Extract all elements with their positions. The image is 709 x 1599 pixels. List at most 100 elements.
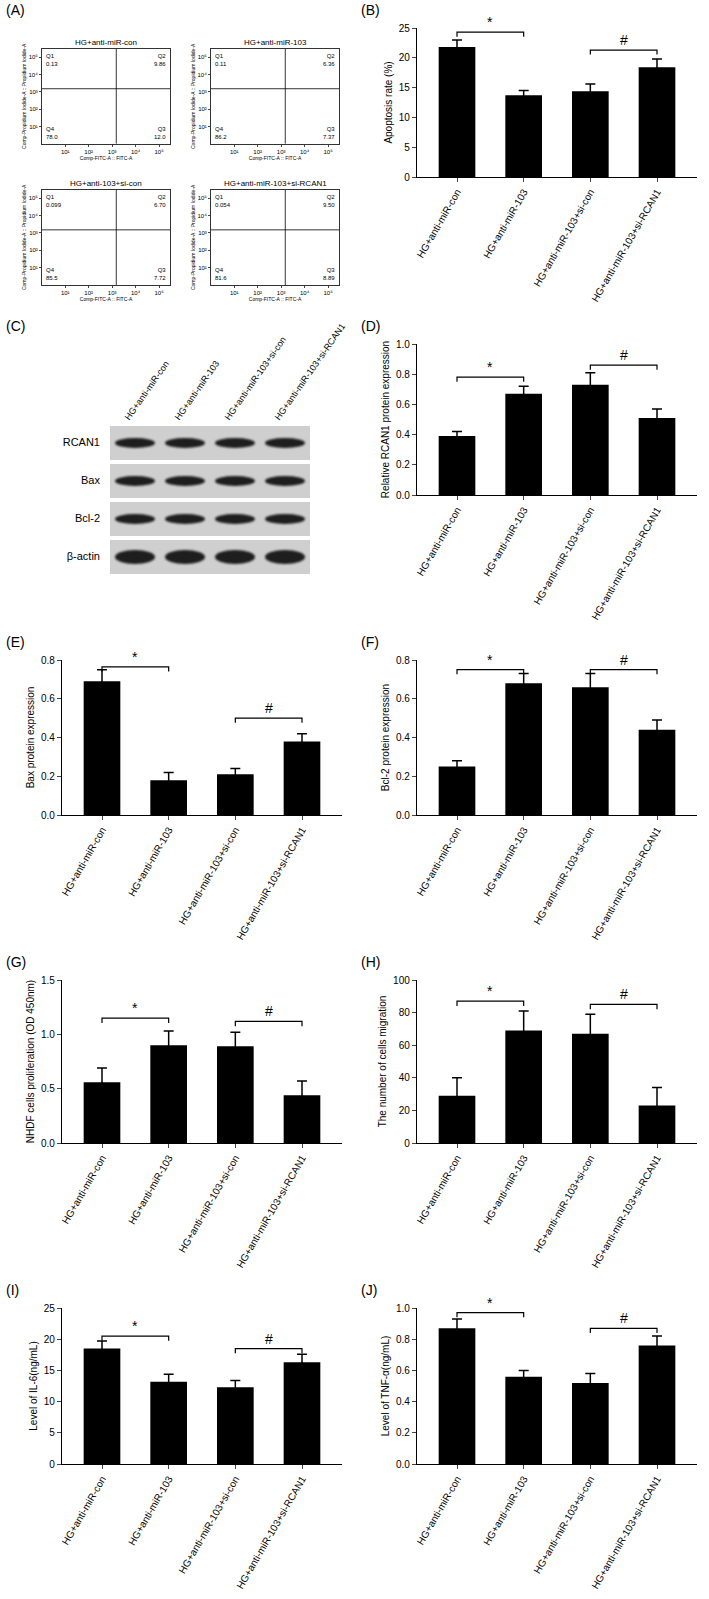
svg-text:0.4: 0.4: [396, 732, 410, 743]
svg-text:0.2: 0.2: [41, 771, 55, 782]
svg-text:10⁵: 10⁵: [323, 149, 333, 155]
svg-text:HG+anti-miR-103+si-RCAN1: HG+anti-miR-103+si-RCAN1: [224, 179, 327, 188]
svg-text:HG+anti-miR-103: HG+anti-miR-103: [481, 1474, 530, 1547]
svg-text:HG+anti-miR-103+si-RCAN1: HG+anti-miR-103+si-RCAN1: [589, 1153, 663, 1270]
svg-text:Bcl-2 protein expression: Bcl-2 protein expression: [380, 684, 391, 791]
svg-text:10⁴: 10⁴: [131, 149, 141, 155]
svg-text:#: #: [620, 986, 628, 1002]
svg-text:10: 10: [44, 1396, 56, 1407]
svg-text:HG+anti-miR-103+si-RCAN1: HG+anti-miR-103+si-RCAN1: [234, 1153, 308, 1270]
svg-text:HG+anti-miR-103: HG+anti-miR-103: [481, 187, 530, 260]
svg-text:10¹: 10¹: [61, 290, 70, 296]
svg-text:Q37.72: Q37.72: [154, 267, 166, 281]
svg-text:Q485.5: Q485.5: [46, 267, 58, 281]
svg-text:Q478.0: Q478.0: [46, 126, 58, 140]
svg-text:Comp-FITC-A :: FITC-A: Comp-FITC-A :: FITC-A: [80, 155, 133, 161]
svg-text:10²: 10²: [29, 247, 38, 253]
svg-text:10⁵: 10⁵: [198, 54, 208, 60]
svg-text:10¹: 10¹: [29, 124, 38, 130]
svg-text:HG+anti-103+si-con: HG+anti-103+si-con: [70, 179, 142, 188]
svg-text:0.8: 0.8: [396, 369, 410, 380]
svg-text:#: #: [265, 1331, 273, 1347]
svg-text:#: #: [620, 652, 628, 668]
svg-text:HG+anti-miR-103: HG+anti-miR-103: [126, 1474, 175, 1547]
svg-text:Comp-Propidium Iodide-A :: Pro: Comp-Propidium Iodide-A :: Propidium Iod…: [21, 43, 27, 149]
svg-text:0: 0: [404, 1138, 410, 1149]
svg-text:10¹: 10¹: [29, 265, 38, 271]
svg-text:0.2: 0.2: [396, 1427, 410, 1438]
svg-text:15: 15: [44, 1365, 56, 1376]
svg-text:HG+anti-miR-103: HG+anti-miR-103: [126, 1153, 175, 1226]
svg-text:HG+anti-miR-con: HG+anti-miR-con: [415, 1153, 463, 1226]
svg-text:10¹: 10¹: [230, 290, 239, 296]
svg-text:1.0: 1.0: [41, 1029, 55, 1040]
svg-text:5: 5: [49, 1427, 55, 1438]
svg-text:HG+anti-miR-103+si-con: HG+anti-miR-103+si-con: [532, 505, 597, 606]
svg-text:Comp-FITC-A :: FITC-A: Comp-FITC-A :: FITC-A: [249, 155, 302, 161]
svg-text:10¹: 10¹: [230, 149, 239, 155]
svg-text:HG+anti-miR-103+si-RCAN1: HG+anti-miR-103+si-RCAN1: [589, 187, 663, 304]
svg-text:Level of TNF-α(ng/mL): Level of TNF-α(ng/mL): [380, 1336, 391, 1437]
svg-text:HG+anti-miR-103+si-con: HG+anti-miR-103+si-con: [177, 825, 242, 926]
svg-text:0.6: 0.6: [396, 693, 410, 704]
svg-text:10³: 10³: [277, 290, 286, 296]
svg-text:10³: 10³: [108, 290, 117, 296]
svg-text:10⁵: 10⁵: [323, 290, 333, 296]
svg-text:HG+anti-miR-103+si-RCAN1: HG+anti-miR-103+si-RCAN1: [589, 1474, 663, 1591]
svg-text:Q38.89: Q38.89: [323, 267, 335, 281]
svg-text:10⁵: 10⁵: [154, 149, 164, 155]
svg-text:HG+anti-miR-103: HG+anti-miR-103: [481, 505, 530, 578]
svg-text:10²: 10²: [84, 290, 93, 296]
svg-text:0: 0: [49, 1459, 55, 1470]
svg-text:20: 20: [44, 1334, 56, 1345]
svg-text:HG+anti-miR-103+si-con: HG+anti-miR-103+si-con: [177, 1474, 242, 1575]
svg-text:10²: 10²: [29, 106, 38, 112]
svg-text:HG+anti-miR-con: HG+anti-miR-con: [415, 1474, 463, 1547]
svg-text:HG+anti-miR-con: HG+anti-miR-con: [415, 825, 463, 898]
svg-text:HG+anti-miR-103: HG+anti-miR-103: [481, 825, 530, 898]
svg-text:1.0: 1.0: [396, 339, 410, 350]
svg-text:Q29.50: Q29.50: [323, 194, 335, 208]
svg-text:Q10.054: Q10.054: [215, 194, 231, 208]
svg-text:*: *: [132, 649, 138, 665]
svg-text:HG+anti-miR-103+si-RCAN1: HG+anti-miR-103+si-RCAN1: [589, 825, 663, 942]
svg-text:10²: 10²: [198, 106, 207, 112]
svg-text:0.6: 0.6: [396, 1365, 410, 1376]
svg-text:10²: 10²: [198, 247, 207, 253]
svg-text:Comp-Propidium Iodide-A :: Pro: Comp-Propidium Iodide-A :: Propidium Iod…: [190, 43, 196, 149]
svg-text:0.0: 0.0: [396, 490, 410, 501]
svg-text:0.6: 0.6: [41, 693, 55, 704]
svg-text:Q312.0: Q312.0: [154, 126, 166, 140]
svg-text:10⁵: 10⁵: [198, 195, 208, 201]
svg-text:0.8: 0.8: [396, 1334, 410, 1345]
svg-text:HG+anti-miR-103: HG+anti-miR-103: [244, 38, 307, 47]
svg-text:10: 10: [399, 112, 411, 123]
svg-text:10²: 10²: [84, 149, 93, 155]
svg-text:*: *: [487, 652, 493, 668]
svg-text:10⁴: 10⁴: [29, 213, 39, 219]
svg-text:0.2: 0.2: [396, 771, 410, 782]
svg-text:HG+anti-miR-103: HG+anti-miR-103: [481, 1153, 530, 1226]
svg-text:0.0: 0.0: [396, 1459, 410, 1470]
svg-text:Q26.36: Q26.36: [323, 53, 335, 67]
svg-text:25: 25: [44, 1303, 56, 1314]
svg-text:80: 80: [399, 1007, 411, 1018]
svg-text:10²: 10²: [253, 290, 262, 296]
svg-text:20: 20: [399, 52, 411, 63]
svg-text:0.8: 0.8: [41, 655, 55, 666]
svg-text:HG+anti-miR-103+si-con: HG+anti-miR-103+si-con: [532, 187, 597, 288]
svg-text:Comp-FITC-A :: FITC-A: Comp-FITC-A :: FITC-A: [80, 296, 133, 302]
svg-text:HG+anti-miR-103: HG+anti-miR-103: [126, 825, 175, 898]
svg-text:10³: 10³: [29, 230, 38, 236]
svg-text:0.0: 0.0: [41, 1138, 55, 1149]
svg-text:HG+anti-miR-103+si-con: HG+anti-miR-103+si-con: [532, 825, 597, 926]
svg-text:0.4: 0.4: [396, 1396, 410, 1407]
svg-text:HG+anti-miR-103+si-RCAN1: HG+anti-miR-103+si-RCAN1: [234, 1474, 308, 1591]
svg-text:HG+anti-miR-103+si-RCAN1: HG+anti-miR-103+si-RCAN1: [589, 505, 663, 622]
svg-text:10⁴: 10⁴: [300, 290, 310, 296]
svg-text:15: 15: [399, 82, 411, 93]
svg-text:5: 5: [404, 142, 410, 153]
svg-text:Q10.13: Q10.13: [46, 53, 58, 67]
svg-text:10¹: 10¹: [61, 149, 70, 155]
svg-text:HG+anti-miR-103+si-RCAN1: HG+anti-miR-103+si-RCAN1: [234, 825, 308, 942]
